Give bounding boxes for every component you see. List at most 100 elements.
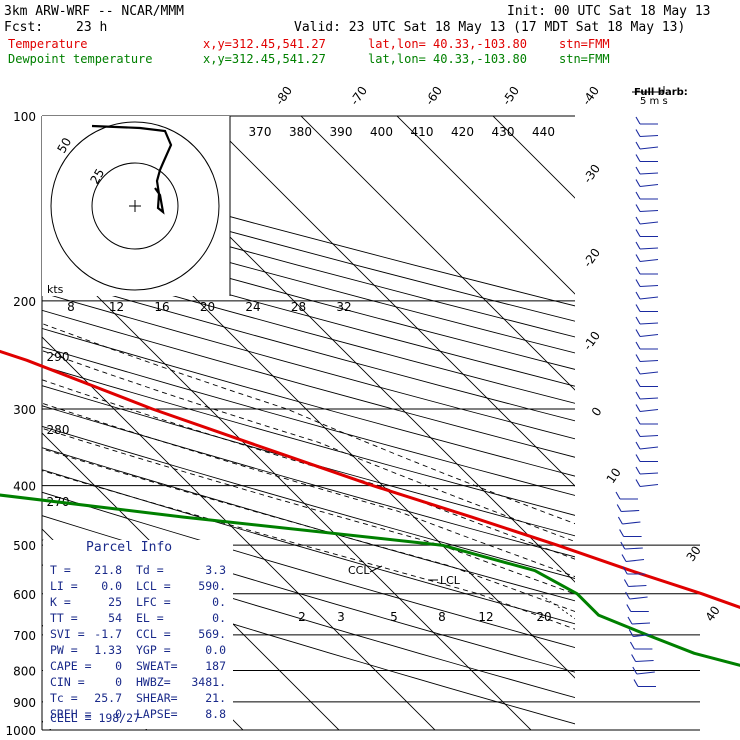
pressure-label: 900 <box>13 696 36 710</box>
parcel-info-rows: T = 21.8 Td = 3.3LI = 0.0 LCL = 590.K = 25 LFC =… <box>50 563 226 721</box>
dry-adiabat <box>42 447 575 602</box>
parcel-key: LAPSE= <box>136 707 178 721</box>
forecast-hours: 23 h <box>76 20 107 35</box>
mixing-ratio-label: 20 <box>536 610 551 624</box>
parcel-value: 569. <box>198 627 226 641</box>
wind-barb <box>625 558 645 563</box>
parcel-value: 590. <box>198 579 226 593</box>
pressure-label: 300 <box>13 403 36 417</box>
wind-barb-flag <box>625 591 631 600</box>
wind-barb-flag <box>635 366 641 375</box>
theta-side-label: 290 <box>47 350 70 364</box>
wind-barb-flag <box>622 566 628 575</box>
dry-adiabat <box>42 274 575 422</box>
parcel-value: -1.7 <box>94 627 122 641</box>
wind-barb <box>639 296 659 300</box>
dry-adiabat <box>42 292 575 440</box>
parcel-info-cell: CELL = 198/27 <box>50 711 140 725</box>
dry-adiabat <box>42 309 575 458</box>
ccl-arrow <box>369 565 383 573</box>
parcel-value: 3481. <box>191 675 226 689</box>
isotherm-line <box>396 116 575 295</box>
dry-adiabat <box>42 515 575 673</box>
parcel-key: CCL = <box>136 627 171 641</box>
parcel-value: 0 <box>115 659 122 673</box>
wind-barb-flag <box>626 604 632 612</box>
wind-barb-flag <box>635 341 641 350</box>
wind-barb-flag <box>617 516 623 525</box>
parcel-info-title: Parcel Info <box>86 540 172 555</box>
isotherm-label: 0 <box>589 405 605 419</box>
isotherm-label: -50 <box>499 84 522 108</box>
lcl-marker: LCL <box>440 574 461 587</box>
wind-barb <box>639 258 659 263</box>
theta-label: 400 <box>370 125 393 139</box>
wind-barb-flag <box>635 441 641 450</box>
wind-barb-flag <box>635 241 641 250</box>
theta-label: 390 <box>330 125 353 139</box>
parcel-value: 0. <box>212 611 226 625</box>
parcel-value: 1.33 <box>94 643 122 657</box>
wind-barb <box>639 134 659 138</box>
parcel-key: LCL = <box>136 579 171 593</box>
mixing-ratio-label: 5 <box>390 610 398 624</box>
wind-barb <box>639 183 659 188</box>
theta-label: 440 <box>532 125 555 139</box>
hodograph-ring-label-inner: 25 <box>87 166 107 186</box>
legend-temperature-name: Temperature <box>8 37 87 51</box>
parcel-key: LI = <box>50 579 78 593</box>
isotherm-label: -20 <box>580 246 603 270</box>
dry-adiabat <box>42 469 575 625</box>
moist-adiabat <box>42 402 575 578</box>
parcel-key: Td = <box>136 563 164 577</box>
wind-barb <box>639 472 659 475</box>
hodograph-units: kts <box>47 283 64 296</box>
speed-tick-label: 32 <box>336 300 351 314</box>
theta-label: 430 <box>492 125 515 139</box>
valid-time: Valid: 23 UTC Sat 18 May 13 (17 MDT Sat … <box>294 20 685 35</box>
parcel-key: HWBZ= <box>136 675 171 689</box>
wind-barb <box>639 221 659 225</box>
wind-barb-flag <box>615 491 621 500</box>
dry-adiabat <box>42 327 575 477</box>
wind-barb <box>639 333 659 338</box>
pressure-label: 500 <box>13 539 36 553</box>
legend-temperature-station: stn=FMM <box>559 37 610 51</box>
isotherm-label: -10 <box>580 329 603 353</box>
parcel-value: 8.8 <box>205 707 226 721</box>
pressure-label: 800 <box>13 664 36 678</box>
wind-barb-flag <box>635 254 641 262</box>
wind-barb <box>639 247 659 250</box>
isotherm-line <box>42 432 340 730</box>
parcel-value: 25.7 <box>94 691 122 705</box>
parcel-key: SVI = <box>50 627 85 641</box>
wind-barb-flag <box>635 391 641 400</box>
temperature-line <box>0 349 740 609</box>
wind-barb-flag <box>635 229 641 237</box>
wind-barb <box>639 322 659 325</box>
hodograph-ring-outer <box>50 121 220 291</box>
wind-barb-flag <box>635 404 641 412</box>
wind-barb <box>639 172 659 175</box>
parcel-key: CIN = <box>50 675 85 689</box>
isotherm-line <box>300 116 575 391</box>
mixing-ratio-label: 2 <box>298 610 306 624</box>
wind-barb <box>639 359 659 363</box>
wind-barb <box>639 397 659 400</box>
theta-top-labels: 370 380 390 400 410 420 430 440 <box>249 125 555 139</box>
wind-barb-flag <box>635 354 641 362</box>
wind-barb-flag <box>623 579 629 587</box>
parcel-value: 0.0 <box>101 579 122 593</box>
pressure-label: 700 <box>13 629 36 643</box>
legend-dewpoint-station: stn=FMM <box>559 52 610 66</box>
dry-adiabat <box>42 346 575 496</box>
legend-temperature-latlon: lat,lon= 40.33,-103.80 <box>368 37 527 51</box>
hodograph <box>50 121 220 291</box>
parcel-key: SHEAR= <box>136 691 178 705</box>
full-barb-units: 5 m s <box>640 96 668 107</box>
wind-barb <box>639 483 659 488</box>
parcel-key: YGP = <box>136 643 171 657</box>
wind-barbs <box>615 116 659 688</box>
wind-barb-flag <box>635 216 641 225</box>
theta-label: 380 <box>289 125 312 139</box>
